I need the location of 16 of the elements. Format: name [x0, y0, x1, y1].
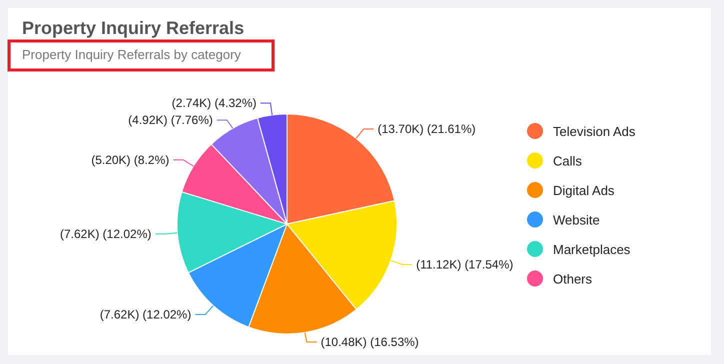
chart-title: Property Inquiry Referrals	[22, 18, 244, 38]
data-label: (7.62K) (12.02%)	[60, 226, 152, 241]
data-label: (11.12K) (17.54%)	[416, 257, 514, 272]
legend-label: Digital Ads	[553, 183, 615, 198]
data-label: (7.62K) (12.02%)	[100, 308, 192, 322]
data-label: (10.48K) (16.53%)	[320, 335, 419, 349]
data-label: (4.92K) (7.76%)	[128, 113, 213, 128]
data-label: (13.70K) (21.61%)	[378, 122, 476, 136]
legend-label: Others	[553, 272, 593, 286]
data-label: (2.74K) (4.32%)	[172, 96, 256, 110]
chart-subtitle: Property Inquiry Referrals by category	[22, 47, 242, 62]
legend-label: Marketplaces	[553, 242, 631, 257]
legend-label: Television Ads	[553, 124, 636, 139]
legend-label: Calls	[553, 154, 582, 168]
legend-label: Website	[553, 212, 600, 228]
data-label: (5.20K) (8.2%)	[91, 152, 170, 167]
